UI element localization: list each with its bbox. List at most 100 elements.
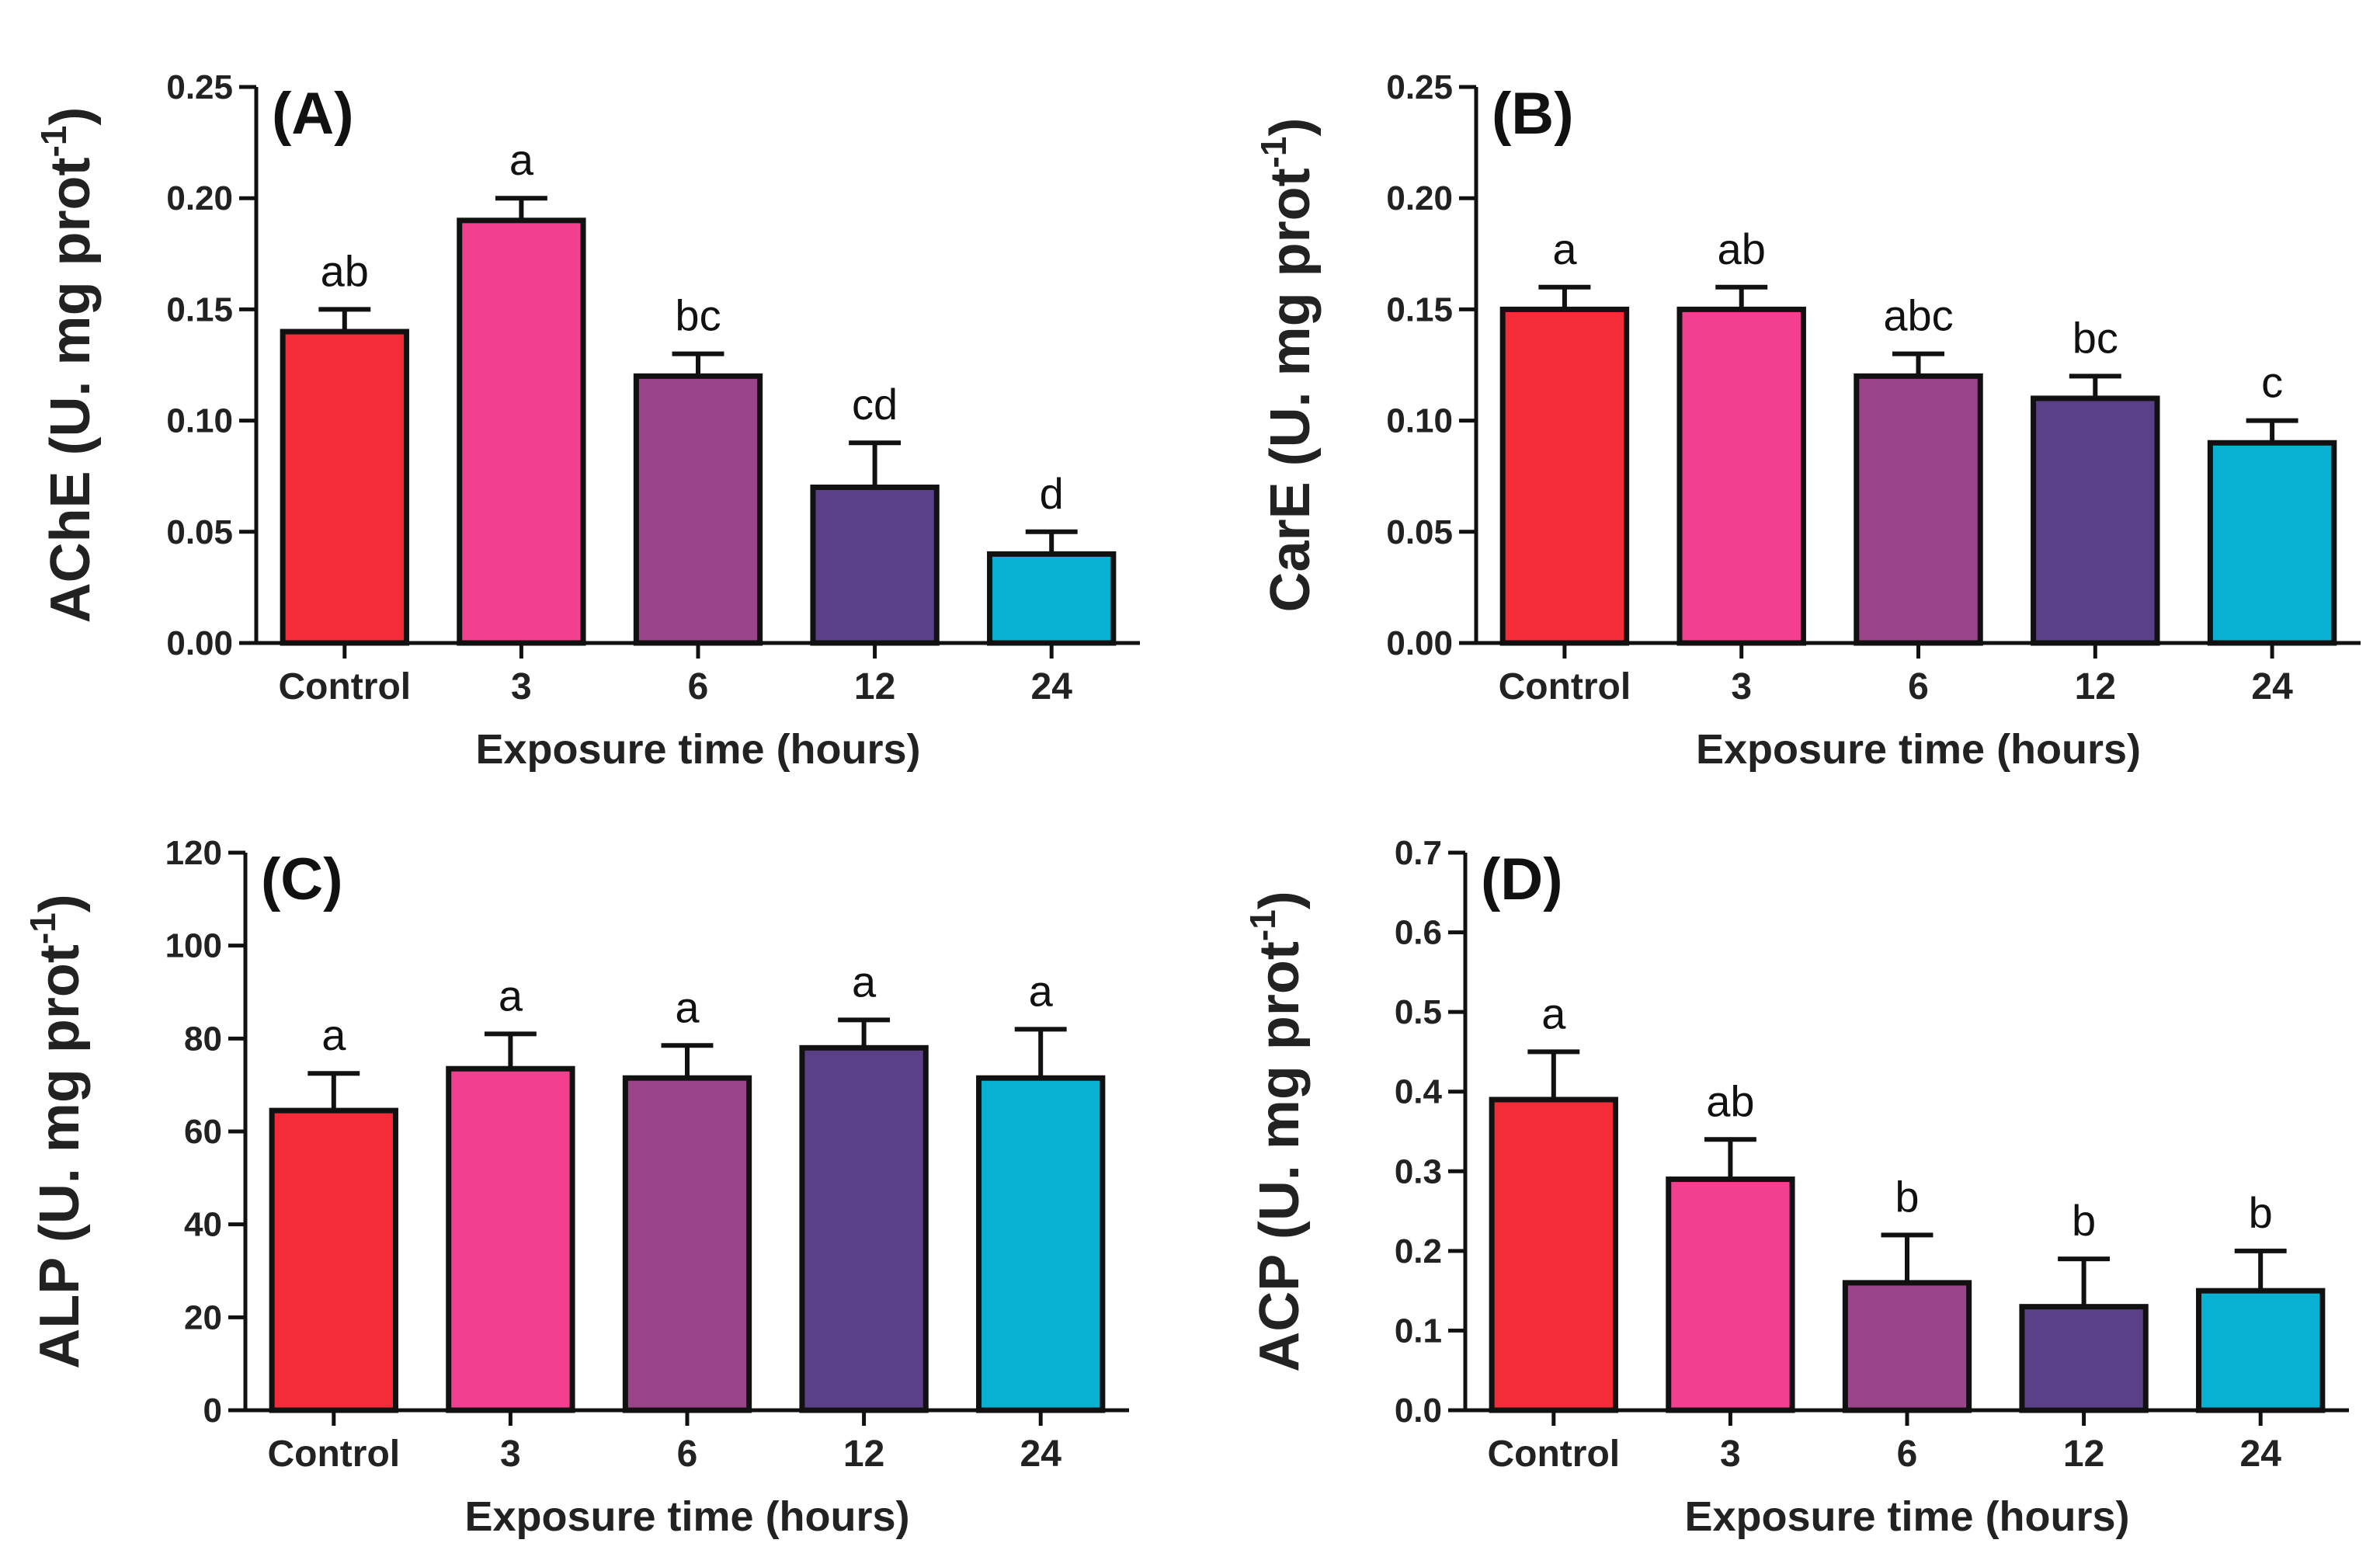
- x-tick-label: 3: [1720, 1434, 1741, 1475]
- y-axis-title-superscript: -1: [23, 912, 63, 944]
- x-tick-label: 12: [2075, 666, 2116, 707]
- bar-6: [1854, 373, 1983, 646]
- x-tick-label: 3: [1731, 666, 1752, 707]
- x-tick-label: 12: [854, 666, 895, 707]
- bar-control: [280, 328, 409, 646]
- y-axis-title: ALP (U. mg prot-1): [23, 894, 91, 1369]
- x-tick-label: 12: [843, 1434, 884, 1475]
- x-tick-label: 3: [511, 666, 532, 707]
- significance-letter: b: [1895, 1172, 1919, 1221]
- significance-letter: bc: [2073, 313, 2118, 362]
- bar-6: [622, 1075, 752, 1413]
- y-tick-label: 100: [165, 927, 222, 965]
- y-tick-label: 0.1: [1395, 1312, 1442, 1350]
- y-tick-label: 120: [165, 834, 222, 872]
- significance-letter: a: [1552, 224, 1577, 273]
- x-axis-title: Exposure time (hours): [1684, 1493, 2129, 1540]
- x-tick-label: 6: [688, 666, 709, 707]
- y-axis-title-main: CarE (U. mg prot: [1259, 168, 1322, 612]
- significance-letter: a: [852, 957, 877, 1006]
- bar-24: [976, 1075, 1106, 1413]
- bar-6: [1842, 1280, 1972, 1413]
- y-tick-label: 0.00: [1386, 624, 1453, 662]
- chart-panel-b: 0.00 0.05 0.10 0.15 0.20 0.25 a Control ab 3 abc 6 b…: [1253, 68, 2361, 773]
- panel-label: (C): [261, 846, 343, 912]
- y-tick-label: 80: [184, 1020, 222, 1058]
- significance-letter: a: [509, 135, 534, 184]
- bar-control: [269, 1107, 398, 1413]
- bar-3: [457, 217, 586, 646]
- panel-label: (D): [1481, 846, 1563, 912]
- significance-letter: b: [2072, 1196, 2096, 1245]
- x-axis-title: Exposure time (hours): [1696, 726, 2141, 773]
- y-tick-label: 60: [184, 1113, 222, 1151]
- y-axis-title: ACP (U. mg prot-1): [1242, 891, 1311, 1372]
- x-axis-title: Exposure time (hours): [464, 1493, 909, 1540]
- x-tick-label: 24: [2251, 666, 2293, 707]
- y-tick-label: 0.05: [166, 513, 233, 551]
- significance-letter: ab: [1718, 224, 1766, 273]
- y-tick-label: 0.7: [1395, 834, 1442, 872]
- y-tick-label: 0.4: [1395, 1073, 1443, 1111]
- y-tick-label: 0.05: [1386, 513, 1453, 551]
- x-tick-label: 6: [1908, 666, 1929, 707]
- bar-12: [810, 485, 940, 646]
- y-tick-label: 0.20: [166, 179, 233, 217]
- x-tick-label: Control: [278, 666, 411, 707]
- chart-panel-c: 0 20 40 60 80 100 120 a Control a 3 a 6 a 12 a 24 Exposur…: [23, 834, 1129, 1540]
- significance-letter: ab: [321, 246, 369, 295]
- significance-letter: a: [675, 982, 700, 1031]
- bar-12: [799, 1044, 929, 1413]
- chart-panel-a: 0.00 0.05 0.10 0.15 0.20 0.25 ab Control a 3 bc 6 cd…: [33, 68, 1140, 773]
- y-tick-label: 0.10: [166, 402, 233, 440]
- bar-6: [633, 373, 763, 646]
- x-tick-label: 6: [677, 1434, 698, 1475]
- x-tick-label: Control: [1487, 1434, 1620, 1475]
- chart-panel-d: 0.0 0.1 0.2 0.3 0.4 0.5 0.6 0.7 a Control ab 3 b 6 b 12…: [1242, 834, 2349, 1540]
- significance-letter: bc: [675, 291, 721, 340]
- bar-control: [1499, 306, 1630, 646]
- significance-letter: b: [2249, 1188, 2273, 1237]
- x-tick-label: 24: [2240, 1434, 2282, 1475]
- x-tick-label: 6: [1897, 1434, 1918, 1475]
- y-tick-label: 0.3: [1395, 1152, 1442, 1190]
- y-tick-label: 0.10: [1386, 402, 1453, 440]
- x-tick-label: 3: [500, 1434, 521, 1475]
- bar-12: [2019, 1304, 2149, 1413]
- bar-control: [1489, 1097, 1618, 1413]
- bar-24: [2207, 440, 2337, 646]
- y-tick-label: 0.20: [1386, 179, 1453, 217]
- bar-3: [1666, 1176, 1795, 1413]
- y-axis-title-main: ACP (U. mg prot: [1249, 941, 1311, 1372]
- y-tick-label: 0.0: [1395, 1392, 1442, 1430]
- significance-letter: c: [2261, 358, 2283, 407]
- bar-3: [1676, 306, 1806, 646]
- y-axis-title-superscript: -1: [33, 126, 74, 158]
- y-tick-label: 0.15: [166, 290, 233, 328]
- bar-24: [2196, 1288, 2326, 1413]
- y-tick-label: 0.2: [1395, 1232, 1442, 1270]
- x-axis-title: Exposure time (hours): [475, 726, 920, 773]
- bar-3: [446, 1065, 575, 1413]
- y-tick-label: 40: [184, 1206, 222, 1244]
- y-tick-label: 0: [203, 1392, 222, 1430]
- x-tick-label: 24: [1031, 666, 1073, 707]
- y-axis-title-close: ): [1249, 891, 1311, 909]
- y-axis-title: CarE (U. mg prot-1): [1253, 118, 1322, 613]
- panel-label: (A): [272, 81, 354, 147]
- y-axis-title: AChE (U. mg prot-1): [33, 107, 102, 624]
- y-tick-label: 0.15: [1386, 290, 1453, 328]
- y-tick-label: 0.00: [166, 624, 233, 662]
- x-tick-label: 24: [1020, 1434, 1062, 1475]
- y-tick-label: 0.25: [166, 68, 233, 106]
- y-tick-label: 0.25: [1386, 68, 1453, 106]
- significance-letter: cd: [852, 380, 898, 429]
- bar-12: [2031, 395, 2160, 646]
- x-tick-label: Control: [1499, 666, 1631, 707]
- significance-letter: a: [1029, 966, 1054, 1015]
- panel-label: (B): [1492, 81, 1574, 147]
- y-tick-label: 0.6: [1395, 914, 1442, 952]
- y-axis-title-superscript: -1: [1253, 137, 1294, 169]
- y-tick-label: 0.5: [1395, 993, 1442, 1031]
